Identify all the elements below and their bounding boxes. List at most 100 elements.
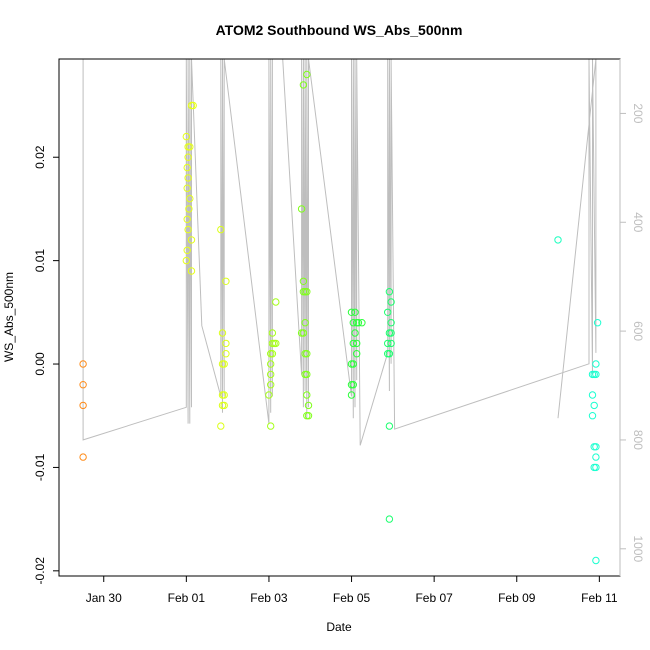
x-tick-label-2: Feb 03 [250, 591, 288, 605]
data-point-48 [299, 277, 308, 285]
data-point-100 [592, 443, 600, 451]
data-point-20 [189, 101, 197, 110]
data-point-33 [272, 298, 280, 306]
data-point-98 [588, 412, 597, 420]
secondary-tick-label-2: 600 [631, 321, 645, 341]
data-point-15 [187, 236, 196, 244]
plot-frame [58, 58, 621, 577]
data-point-41 [267, 370, 275, 379]
x-axis-label: Date [326, 620, 352, 634]
data-point-23 [218, 329, 227, 337]
data-point-47 [297, 205, 306, 213]
data-point-85 [387, 339, 395, 348]
data-point-45 [299, 81, 308, 89]
chart-title: ATOM2 Southbound WS_Abs_500nm [216, 22, 463, 38]
secondary-tick-label-3: 800 [631, 430, 645, 450]
y-axis: -0.02 -0.01 0.00 0.01 0.02 [33, 145, 59, 584]
data-point-24 [222, 339, 230, 348]
data-point-58 [303, 370, 311, 379]
data-point-46 [303, 70, 311, 79]
data-point-4 [182, 132, 191, 141]
secondary-tick-label-0: 200 [631, 103, 645, 123]
data-point-34 [268, 329, 277, 337]
data-point-27 [220, 360, 228, 368]
secondary-tick-label-1: 400 [631, 212, 645, 232]
data-point-42 [267, 381, 275, 389]
x-tick-label-3: Feb 05 [333, 591, 371, 605]
data-point-70 [349, 339, 357, 348]
data-point-64 [351, 308, 359, 316]
data-point-0 [79, 360, 87, 368]
x-tick-label-6: Feb 11 [581, 591, 618, 605]
data-point-8 [183, 163, 191, 172]
data-point-62 [304, 412, 313, 420]
secondary-y-axis: 200 400 600 800 1000 [619, 59, 645, 576]
y-tick-label-3: 0.01 [33, 249, 47, 273]
y-axis-label: WS_Abs_500nm [2, 272, 16, 362]
x-axis: Jan 30 Feb 01 Feb 03 Feb 05 Feb 07 Feb 09 Feb … [86, 576, 618, 605]
data-point-88 [385, 422, 394, 430]
data-point-21 [217, 225, 225, 234]
data-point-6 [186, 143, 194, 151]
data-point-16 [183, 246, 191, 255]
data-point-40 [267, 360, 275, 368]
data-point-29 [220, 391, 228, 399]
data-point-18 [187, 267, 196, 275]
data-point-104 [592, 556, 600, 565]
data-point-74 [349, 360, 357, 368]
data-point-90 [554, 236, 562, 244]
data-point-51 [303, 288, 311, 296]
data-point-43 [265, 391, 273, 399]
data-point-96 [588, 391, 597, 399]
data-point-14 [184, 225, 192, 234]
y-tick-label-2: 0.00 [33, 352, 47, 376]
data-point-63 [347, 308, 356, 316]
data-point-101 [592, 453, 600, 461]
data-point-32 [217, 422, 225, 430]
data-point-39 [268, 350, 277, 358]
data-point-94 [593, 319, 602, 327]
data-point-31 [220, 401, 228, 410]
y-tick-label-1: -0.01 [33, 453, 47, 481]
data-point-37 [272, 339, 280, 348]
data-point-83 [387, 329, 395, 337]
secondary-series-line [82, 59, 597, 446]
data-point-7 [184, 153, 192, 161]
data-point-54 [299, 329, 308, 337]
data-point-81 [387, 319, 395, 327]
data-point-103 [592, 463, 600, 472]
data-point-11 [186, 194, 194, 203]
secondary-tick-label-4: 1000 [631, 535, 645, 562]
data-point-9 [184, 174, 192, 182]
data-point-87 [385, 350, 394, 358]
data-point-76 [349, 381, 357, 389]
data-point-25 [222, 350, 230, 358]
data-point-72 [353, 350, 361, 358]
data-point-44 [267, 422, 275, 430]
data-point-10 [183, 184, 191, 192]
data-point-22 [222, 277, 230, 285]
data-point-97 [590, 401, 598, 410]
y-tick-label-0: -0.02 [33, 557, 47, 585]
data-point-52 [301, 319, 309, 327]
data-point-69 [351, 329, 359, 337]
data-point-1 [79, 381, 87, 389]
x-tick-label-1: Feb 01 [168, 591, 206, 605]
data-point-2 [79, 401, 87, 410]
data-point-79 [387, 298, 395, 306]
data-point-65 [349, 319, 357, 327]
x-tick-label-5: Feb 09 [498, 591, 536, 605]
data-point-84 [384, 339, 392, 348]
x-tick-label-0: Jan 30 [86, 591, 122, 605]
plot-area [79, 59, 602, 565]
data-point-13 [183, 215, 191, 224]
y-tick-label-4: 0.02 [33, 145, 47, 169]
data-point-17 [182, 256, 191, 265]
data-point-68 [358, 319, 366, 327]
data-point-59 [303, 391, 311, 399]
data-point-71 [353, 339, 361, 348]
data-point-80 [384, 308, 392, 316]
data-point-95 [592, 370, 600, 379]
data-point-77 [347, 391, 356, 399]
